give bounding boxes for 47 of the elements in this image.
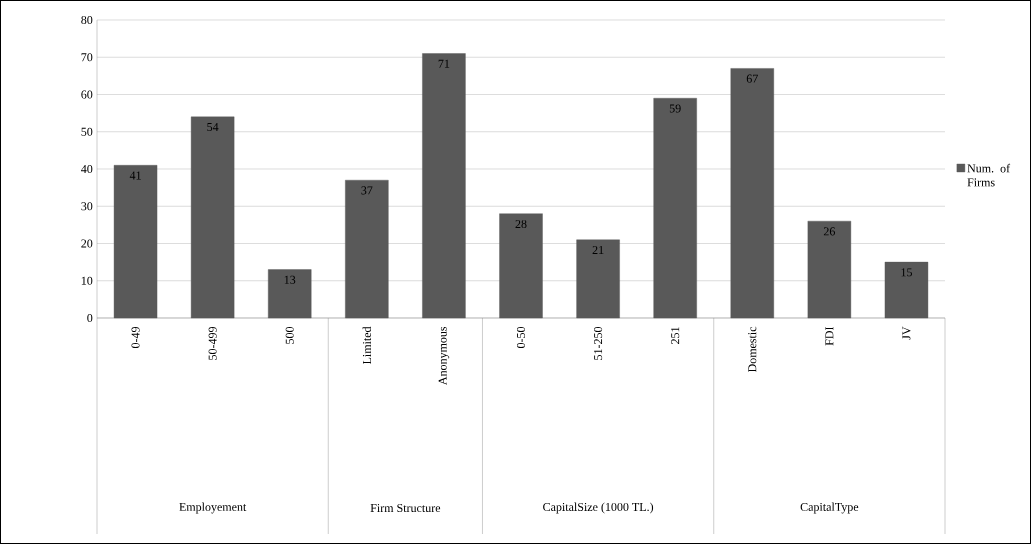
data-label: 67 [746, 74, 758, 83]
data-label: 37 [361, 186, 373, 195]
bar [576, 239, 620, 319]
bar [190, 116, 235, 319]
bar [268, 269, 312, 319]
y-tick-label: 20 [81, 239, 93, 248]
text: Employement [179, 502, 247, 514]
data-label: 13 [284, 275, 296, 284]
bar [730, 68, 774, 319]
bar [422, 53, 466, 319]
text: CapitalType [800, 502, 859, 514]
data-label: 21 [592, 245, 604, 254]
y-tick-label: 10 [81, 276, 93, 285]
bar [345, 179, 389, 319]
x-tick-label: 0-49 [131, 326, 140, 349]
data-label: 26 [823, 227, 836, 236]
y-tick-label: 50 [81, 127, 93, 136]
y-tick-label: 70 [81, 53, 93, 62]
x-tick-label: Limited [362, 326, 372, 365]
x-tick-label: 51-250 [594, 326, 603, 360]
y-tick-label: 0 [87, 313, 93, 323]
text: CapitalSize (1000 TL.) [543, 502, 654, 514]
x-tick-label: 0-50 [516, 326, 526, 349]
x-tick-label: 500 [285, 326, 294, 344]
data-label: 59 [669, 104, 681, 113]
y-tick-label: 60 [81, 90, 93, 99]
data-label: 71 [438, 59, 450, 68]
bar [499, 213, 543, 319]
x-tick-label: Anonymous [438, 326, 450, 386]
data-label: 54 [207, 123, 219, 132]
text: Firm Structure [370, 503, 441, 513]
bar [807, 220, 852, 319]
legend-label: Num. of Firms [967, 163, 1011, 187]
y-tick-label: 40 [81, 164, 93, 174]
data-label: 28 [515, 219, 527, 228]
y-tick-label: 30 [81, 202, 93, 211]
x-tick-label: 251 [671, 327, 680, 344]
data-label: 15 [901, 268, 912, 277]
x-tick-label: FDI [825, 326, 834, 346]
bar [884, 261, 929, 319]
data-label: 41 [129, 171, 141, 180]
y-tick-label: 80 [81, 15, 93, 25]
x-tick-label: Domestic [748, 326, 757, 373]
x-tick-label: 50-499 [208, 326, 217, 360]
x-tick-label: JV [902, 326, 911, 340]
bar [113, 165, 158, 319]
bar [653, 98, 697, 319]
